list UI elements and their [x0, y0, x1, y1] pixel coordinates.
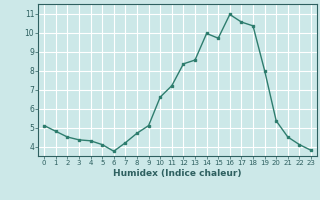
- X-axis label: Humidex (Indice chaleur): Humidex (Indice chaleur): [113, 169, 242, 178]
